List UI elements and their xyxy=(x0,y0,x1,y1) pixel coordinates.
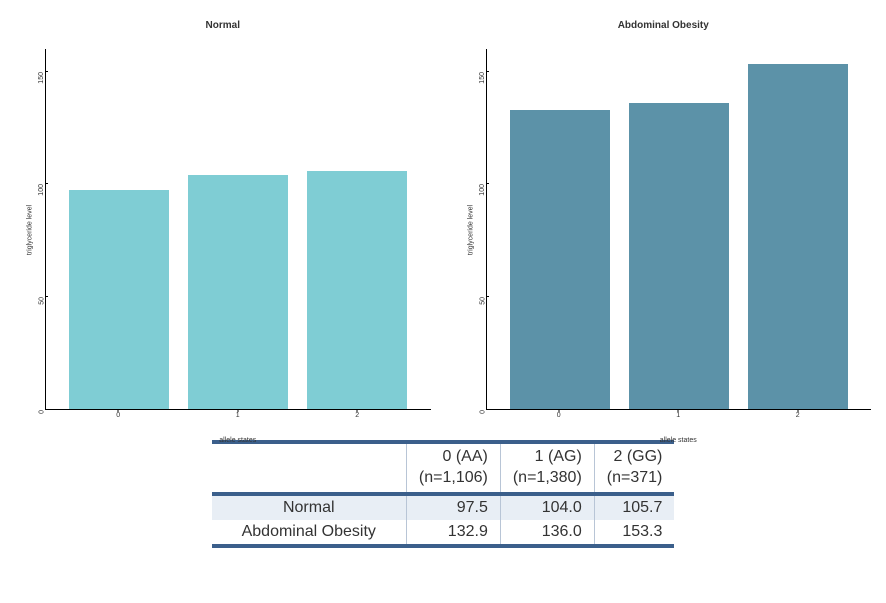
col-label-bottom: (n=371) xyxy=(607,469,663,486)
row-label: Abdominal Obesity xyxy=(212,520,407,546)
chart-title: Normal xyxy=(15,20,431,34)
table-cell: 132.9 xyxy=(406,520,500,546)
y-axis: triglyceride level 050100150 xyxy=(15,49,45,410)
table-header-cell: 2 (GG) (n=371) xyxy=(594,442,674,494)
y-axis: triglyceride level 050100150 xyxy=(456,49,486,410)
data-table: 0 (AA) (n=1,106) 1 (AG) (n=1,380) 2 (GG)… xyxy=(212,440,675,548)
charts-row: Normal triglyceride level 050100150 012 … xyxy=(0,0,886,420)
table-header-cell: 1 (AG) (n=1,380) xyxy=(500,442,594,494)
col-label-bottom: (n=1,106) xyxy=(419,469,488,486)
row-label: Normal xyxy=(212,494,407,520)
table-cell: 104.0 xyxy=(500,494,594,520)
x-tick-label: 2 xyxy=(796,412,800,419)
chart-panel-obesity: Abdominal Obesity triglyceride level 050… xyxy=(456,20,872,410)
table-row: Normal 97.5 104.0 105.7 xyxy=(212,494,675,520)
plot-area xyxy=(46,49,431,409)
x-axis-label: allele states xyxy=(219,437,256,444)
table-cell: 105.7 xyxy=(594,494,674,520)
bar xyxy=(510,110,610,409)
chart-title: Abdominal Obesity xyxy=(456,20,872,34)
table-cell: 136.0 xyxy=(500,520,594,546)
x-tick-mark xyxy=(558,409,559,412)
x-tick-mark xyxy=(797,409,798,412)
bar xyxy=(629,103,729,409)
x-axis-label: allele states xyxy=(660,437,697,444)
table-row: Abdominal Obesity 132.9 136.0 153.3 xyxy=(212,520,675,546)
table-header-row: 0 (AA) (n=1,106) 1 (AG) (n=1,380) 2 (GG)… xyxy=(212,442,675,494)
bar xyxy=(188,175,288,409)
col-label-bottom: (n=1,380) xyxy=(513,469,582,486)
chart-panel-normal: Normal triglyceride level 050100150 012 … xyxy=(15,20,431,410)
bar xyxy=(307,171,407,409)
x-tick-label: 0 xyxy=(116,412,120,419)
col-label-top: 2 (GG) xyxy=(613,448,662,465)
x-tick-label: 1 xyxy=(676,412,680,419)
x-tick-mark xyxy=(237,409,238,412)
x-tick-mark xyxy=(357,409,358,412)
table-cell: 97.5 xyxy=(406,494,500,520)
plot-frame xyxy=(486,49,872,410)
x-tick-label: 2 xyxy=(355,412,359,419)
table-header-cell: 0 (AA) (n=1,106) xyxy=(406,442,500,494)
x-ticks: 0 1 2 xyxy=(486,410,872,424)
col-label-top: 0 (AA) xyxy=(443,448,488,465)
x-ticks: 0 1 2 xyxy=(45,410,431,424)
bar xyxy=(748,64,848,409)
y-ticks: 050100150 xyxy=(27,49,45,410)
table-cell: 153.3 xyxy=(594,520,674,546)
chart-body: triglyceride level 050100150 012 allele … xyxy=(456,49,872,410)
plot-area xyxy=(487,49,872,409)
table-corner-cell xyxy=(212,442,407,494)
x-tick-mark xyxy=(678,409,679,412)
col-label-top: 1 (AG) xyxy=(535,448,582,465)
x-tick-label: 1 xyxy=(236,412,240,419)
y-ticks: 050100150 xyxy=(468,49,486,410)
x-tick-mark xyxy=(118,409,119,412)
plot-frame xyxy=(45,49,431,410)
x-tick-label: 0 xyxy=(557,412,561,419)
bar xyxy=(69,190,169,409)
chart-body: triglyceride level 050100150 012 allele … xyxy=(15,49,431,410)
